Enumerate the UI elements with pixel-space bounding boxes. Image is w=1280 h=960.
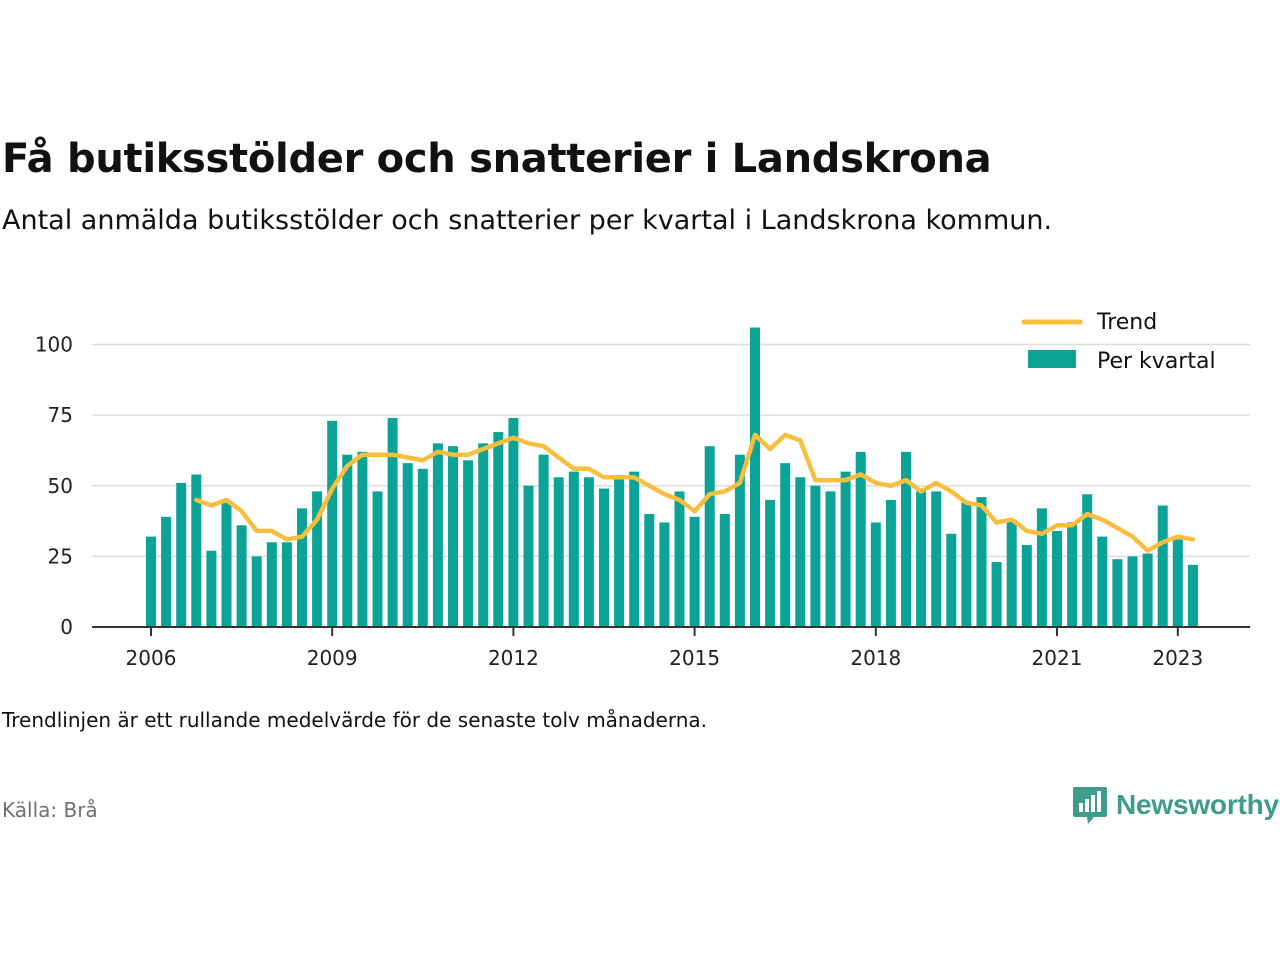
bar-2018-Q4 bbox=[916, 491, 927, 627]
newsworthy-logo-icon bbox=[1073, 787, 1107, 824]
bar-2011-Q4 bbox=[493, 432, 504, 627]
x-tick-label-2021: 2021 bbox=[1032, 646, 1083, 670]
bar-2011-Q3 bbox=[478, 443, 489, 627]
bar-2010-Q4 bbox=[432, 443, 443, 627]
bar-2013-Q1 bbox=[568, 471, 579, 627]
bar-2015-Q4 bbox=[734, 454, 745, 627]
bar-2013-Q4 bbox=[614, 477, 625, 627]
x-tick-label-2009: 2009 bbox=[307, 646, 358, 670]
bar-2021-Q3 bbox=[1082, 494, 1093, 627]
bar-2012-Q4 bbox=[553, 477, 564, 627]
brand-logo: Newsworthy bbox=[1072, 785, 1279, 825]
bar-2011-Q2 bbox=[463, 460, 474, 627]
bar-2015-Q1 bbox=[689, 516, 700, 627]
bar-2022-Q2 bbox=[1127, 556, 1138, 627]
bar-2014-Q1 bbox=[629, 471, 640, 627]
bar-2022-Q1 bbox=[1112, 559, 1123, 627]
bar-2006-Q3 bbox=[176, 482, 187, 627]
bar-2012-Q3 bbox=[538, 454, 549, 627]
bar-2017-Q2 bbox=[825, 491, 836, 627]
bar-2019-Q3 bbox=[961, 502, 972, 627]
y-axis-ticks: 0 25 50 75 100 bbox=[35, 333, 73, 640]
bar-2020-Q2 bbox=[1006, 519, 1017, 627]
bar-2007-Q2 bbox=[221, 502, 232, 627]
bar-2017-Q3 bbox=[840, 471, 851, 627]
bar-2019-Q4 bbox=[976, 497, 987, 627]
source-text: Källa: Brå bbox=[2, 798, 98, 822]
bar-2014-Q3 bbox=[659, 522, 670, 627]
bar-2009-Q1 bbox=[327, 420, 338, 627]
bar-2022-Q3 bbox=[1142, 553, 1153, 627]
bar-2018-Q1 bbox=[870, 522, 881, 627]
bar-2007-Q1 bbox=[206, 550, 217, 627]
bar-2015-Q2 bbox=[704, 446, 715, 627]
bar-2019-Q1 bbox=[931, 491, 942, 627]
x-tick-label-2018: 2018 bbox=[850, 646, 901, 670]
bar-2023-Q2 bbox=[1187, 564, 1198, 627]
bar-2012-Q2 bbox=[523, 485, 534, 627]
x-tick-label-2012: 2012 bbox=[488, 646, 539, 670]
bar-2021-Q4 bbox=[1097, 536, 1108, 627]
bar-2015-Q3 bbox=[719, 514, 730, 627]
bar-2008-Q4 bbox=[312, 491, 323, 627]
bar-2020-Q1 bbox=[991, 562, 1002, 627]
x-axis-ticks: 2006 2009 2012 2015 2018 2021 2023 bbox=[126, 627, 1203, 670]
bar-2009-Q3 bbox=[357, 451, 368, 627]
bar-2016-Q3 bbox=[780, 463, 791, 627]
chart-subtitle: Antal anmälda butiksstölder och snatteri… bbox=[2, 205, 1053, 236]
bar-2008-Q3 bbox=[297, 508, 307, 627]
bar-2016-Q4 bbox=[795, 477, 806, 627]
bar-series bbox=[146, 327, 1198, 627]
y-tick-label-25: 25 bbox=[48, 544, 73, 568]
bar-2014-Q4 bbox=[674, 491, 685, 627]
bar-2006-Q2 bbox=[161, 516, 172, 627]
bar-2006-Q4 bbox=[191, 474, 202, 627]
bar-2011-Q1 bbox=[448, 446, 458, 627]
legend-bar-swatch bbox=[1028, 350, 1076, 368]
legend-trend-label: Trend bbox=[1096, 310, 1157, 335]
bar-2010-Q2 bbox=[402, 463, 413, 627]
bar-2016-Q2 bbox=[765, 499, 776, 627]
bar-2009-Q2 bbox=[342, 454, 353, 627]
bar-2021-Q1 bbox=[1052, 530, 1062, 627]
y-tick-label-50: 50 bbox=[48, 474, 73, 498]
bar-2010-Q3 bbox=[417, 468, 428, 627]
bar-2008-Q2 bbox=[281, 542, 292, 627]
brand-name: Newsworthy bbox=[1116, 789, 1279, 820]
legend: Trend Per kvartal bbox=[1021, 310, 1216, 374]
bar-2008-Q1 bbox=[266, 542, 277, 627]
bar-2009-Q4 bbox=[372, 491, 383, 627]
chart-title: Få butiksstölder och snatterier i Landsk… bbox=[2, 136, 992, 182]
bar-2007-Q4 bbox=[251, 556, 262, 627]
bar-2021-Q2 bbox=[1067, 522, 1078, 627]
bar-2018-Q2 bbox=[885, 499, 896, 627]
bar-2007-Q3 bbox=[236, 525, 247, 627]
bar-2019-Q2 bbox=[946, 533, 957, 627]
bar-2012-Q1 bbox=[508, 417, 519, 627]
trend-note: Trendlinjen är ett rullande medelvärde f… bbox=[2, 708, 708, 732]
bar-2017-Q1 bbox=[810, 485, 821, 627]
trend-series bbox=[194, 432, 1196, 553]
y-tick-label-100: 100 bbox=[35, 333, 73, 357]
bar-2020-Q4 bbox=[1036, 508, 1047, 627]
bar-2022-Q4 bbox=[1157, 505, 1168, 627]
bar-2013-Q3 bbox=[599, 488, 609, 627]
bar-2023-Q1 bbox=[1172, 539, 1183, 627]
bar-2010-Q1 bbox=[387, 417, 398, 627]
bar-2018-Q3 bbox=[901, 451, 911, 627]
bar-2016-Q1 bbox=[750, 327, 760, 627]
trend-line bbox=[194, 432, 1196, 553]
x-tick-label-2006: 2006 bbox=[126, 646, 177, 670]
x-tick-label-2015: 2015 bbox=[669, 646, 720, 670]
x-tick-label-2023: 2023 bbox=[1152, 646, 1203, 670]
y-tick-label-0: 0 bbox=[60, 615, 73, 639]
bar-2017-Q4 bbox=[855, 451, 866, 627]
bar-2013-Q2 bbox=[583, 477, 594, 627]
bar-2020-Q3 bbox=[1021, 545, 1032, 627]
bar-2006-Q1 bbox=[146, 536, 156, 627]
legend-bar-label: Per kvartal bbox=[1097, 349, 1216, 374]
y-tick-label-75: 75 bbox=[48, 403, 73, 427]
bar-2014-Q2 bbox=[644, 514, 655, 627]
